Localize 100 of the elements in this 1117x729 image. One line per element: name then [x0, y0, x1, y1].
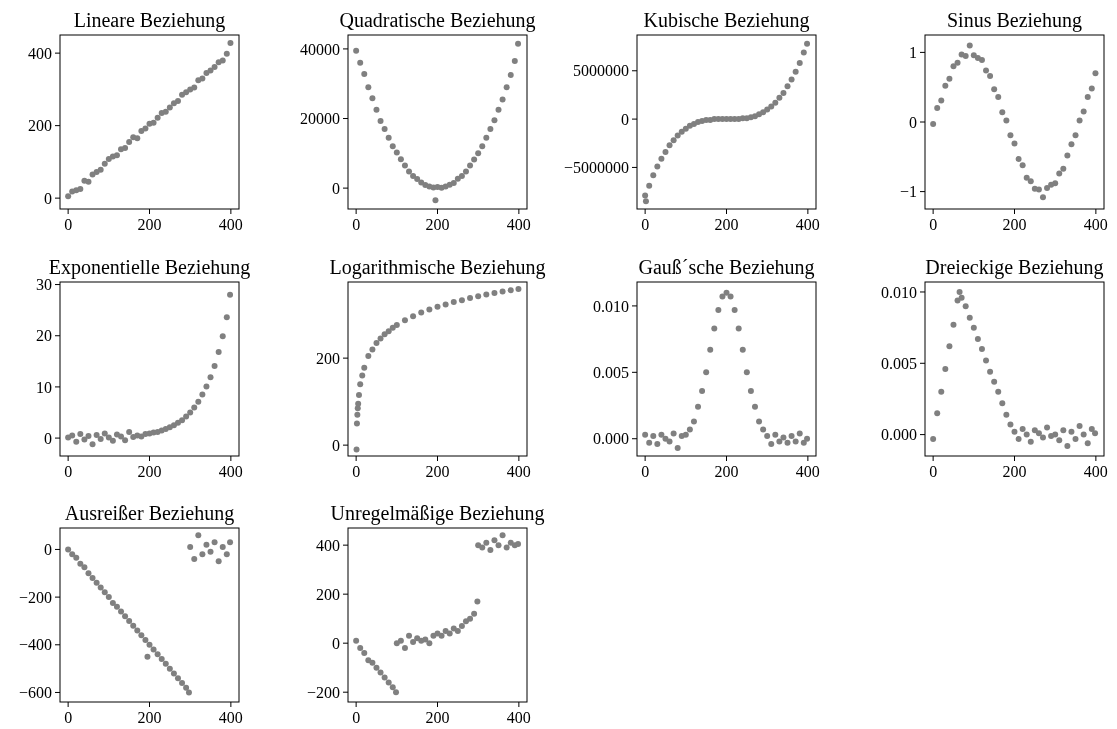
point: [946, 343, 953, 350]
x-tick-label: 200: [425, 709, 450, 726]
point: [438, 632, 445, 639]
point: [962, 52, 969, 59]
point: [499, 288, 506, 295]
point: [475, 293, 482, 300]
point: [666, 438, 673, 445]
point: [784, 439, 791, 446]
point: [674, 132, 681, 139]
point: [426, 640, 433, 647]
point: [1023, 174, 1030, 181]
point: [154, 651, 161, 658]
point: [471, 610, 478, 617]
point: [1007, 421, 1014, 428]
point: [154, 114, 161, 121]
point: [1011, 140, 1018, 147]
point: [804, 40, 811, 47]
point: [938, 97, 945, 104]
point: [105, 155, 112, 162]
x-tick-label: 400: [795, 216, 820, 233]
point: [804, 435, 811, 442]
y-tick-label: 30: [36, 276, 52, 294]
point: [1003, 117, 1010, 124]
point: [479, 143, 486, 150]
point: [1076, 423, 1083, 430]
point: [357, 381, 364, 388]
point: [69, 432, 76, 439]
point: [483, 539, 490, 546]
point: [1080, 108, 1087, 115]
point: [389, 143, 396, 150]
point: [389, 324, 396, 331]
point: [800, 49, 807, 56]
point: [747, 387, 754, 394]
point: [389, 684, 396, 691]
point: [966, 314, 973, 321]
point: [499, 532, 506, 539]
y-tick-label: 0: [332, 436, 340, 454]
point: [1092, 430, 1099, 437]
point: [695, 403, 702, 410]
y-tick-label: 200: [316, 585, 340, 603]
point: [174, 419, 181, 426]
point: [65, 193, 72, 200]
x-tick-label: 400: [795, 463, 820, 480]
point: [227, 39, 234, 46]
point: [101, 160, 108, 167]
point: [1019, 425, 1026, 432]
point: [385, 328, 392, 335]
point: [703, 369, 710, 376]
point: [1015, 435, 1022, 442]
point: [487, 547, 494, 554]
point: [211, 63, 218, 70]
point: [77, 186, 84, 193]
point: [191, 404, 198, 411]
point: [150, 119, 157, 126]
point: [788, 76, 795, 83]
point: [113, 152, 120, 159]
point: [950, 321, 957, 328]
y-tick-label: 1: [909, 44, 917, 61]
point: [101, 430, 108, 437]
point: [966, 42, 973, 49]
point: [397, 637, 404, 644]
x-tick-label: 0: [352, 216, 361, 233]
point: [1056, 170, 1063, 177]
point: [207, 548, 214, 555]
point: [97, 166, 104, 173]
point: [970, 324, 977, 331]
point: [414, 176, 421, 183]
y-tick-label: 0.000: [593, 430, 629, 448]
point: [970, 52, 977, 59]
x-tick-label: 0: [641, 463, 650, 480]
point: [130, 622, 137, 629]
point: [792, 68, 799, 75]
point: [934, 410, 941, 417]
point: [101, 589, 108, 596]
point: [434, 303, 441, 310]
x-tick-label: 400: [1083, 216, 1108, 233]
point: [187, 544, 194, 551]
chart-title: Quadratische Beziehung: [339, 9, 536, 32]
point: [105, 434, 112, 441]
x-tick-label: 0: [352, 709, 361, 726]
y-tick-label: 40000: [300, 40, 340, 58]
point: [146, 641, 153, 648]
chart-title: Dreieckige Beziehung: [925, 256, 1104, 279]
point: [85, 570, 92, 577]
point: [162, 108, 169, 115]
x-tick-label: 400: [218, 709, 243, 726]
point: [776, 438, 783, 445]
y-tick-label: 0.010: [593, 297, 629, 315]
point: [183, 413, 190, 420]
point: [454, 175, 461, 182]
point: [491, 537, 498, 544]
point: [642, 192, 649, 199]
point: [355, 400, 362, 407]
point: [743, 369, 750, 376]
point: [69, 551, 76, 558]
point: [768, 103, 775, 110]
point: [187, 409, 194, 416]
point: [503, 544, 510, 551]
point: [458, 172, 465, 179]
point: [223, 314, 230, 321]
